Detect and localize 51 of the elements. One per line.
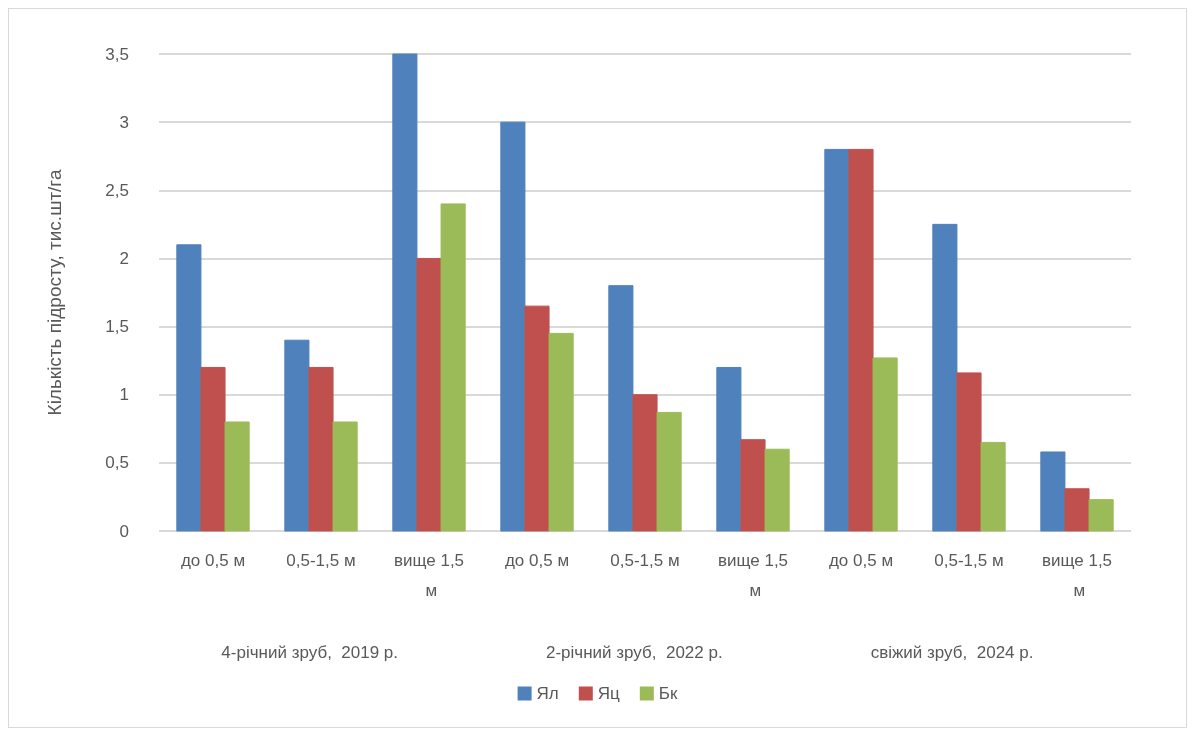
bar	[716, 366, 742, 532]
legend-label: Бк	[658, 684, 678, 703]
bar	[632, 394, 658, 532]
y-axis-title: Кількість підросту, тис.шт/га	[44, 169, 65, 416]
x-tick-label: вище 1,5 м	[717, 550, 789, 600]
y-tick-label: 1	[119, 385, 129, 405]
y-tick-label: 3	[119, 112, 129, 132]
x-tick-label: до 0,5 м	[504, 550, 570, 570]
bar	[848, 148, 874, 532]
bar	[740, 439, 766, 532]
bar	[548, 332, 574, 532]
x-tick-label: 0,5-1,5 м	[934, 550, 1004, 570]
bar	[308, 366, 334, 532]
bar	[656, 411, 682, 532]
x-tick-label: 0,5-1,5 м	[286, 550, 356, 570]
legend-label: Яц	[597, 684, 621, 703]
x-tick-label: 0,5-1,5 м	[610, 550, 680, 570]
bar	[332, 421, 358, 532]
y-tick-label: 0	[119, 521, 129, 541]
x-tick-label: до 0,5 м	[828, 550, 894, 570]
bar	[224, 421, 250, 532]
bar	[608, 285, 634, 532]
x-tick-label: вище 1,5 м	[393, 550, 465, 600]
y-tick-label: 2,5	[105, 180, 129, 200]
legend-label: Ял	[536, 684, 559, 703]
bar	[284, 339, 310, 532]
x-tick-label: вище 1,5 м	[1041, 550, 1113, 600]
bar	[1040, 451, 1066, 532]
bar	[440, 203, 466, 532]
bar	[956, 372, 982, 532]
bar	[764, 448, 790, 532]
y-tick-label: 1,5	[105, 317, 129, 337]
y-tick-label: 0,5	[105, 453, 129, 473]
bar	[392, 53, 418, 532]
bar	[1064, 488, 1090, 532]
x-tick-label: до 0,5 м	[180, 550, 246, 570]
text: 2-річний зруб, 2022 р.	[546, 643, 723, 662]
bar	[872, 357, 898, 532]
bar	[500, 121, 526, 532]
bar	[416, 257, 442, 532]
bar	[524, 305, 550, 532]
y-tick-label: 3,5	[105, 44, 129, 64]
bar	[932, 223, 958, 532]
text: свіжий зруб, 2024 р.	[870, 643, 1034, 662]
bar	[1088, 499, 1114, 532]
y-tick-label: 2	[119, 248, 129, 268]
bar	[200, 366, 226, 532]
bar	[176, 244, 202, 532]
bar	[824, 148, 850, 532]
text: 4-річний зруб, 2019 р.	[221, 643, 399, 662]
bar	[980, 441, 1006, 532]
